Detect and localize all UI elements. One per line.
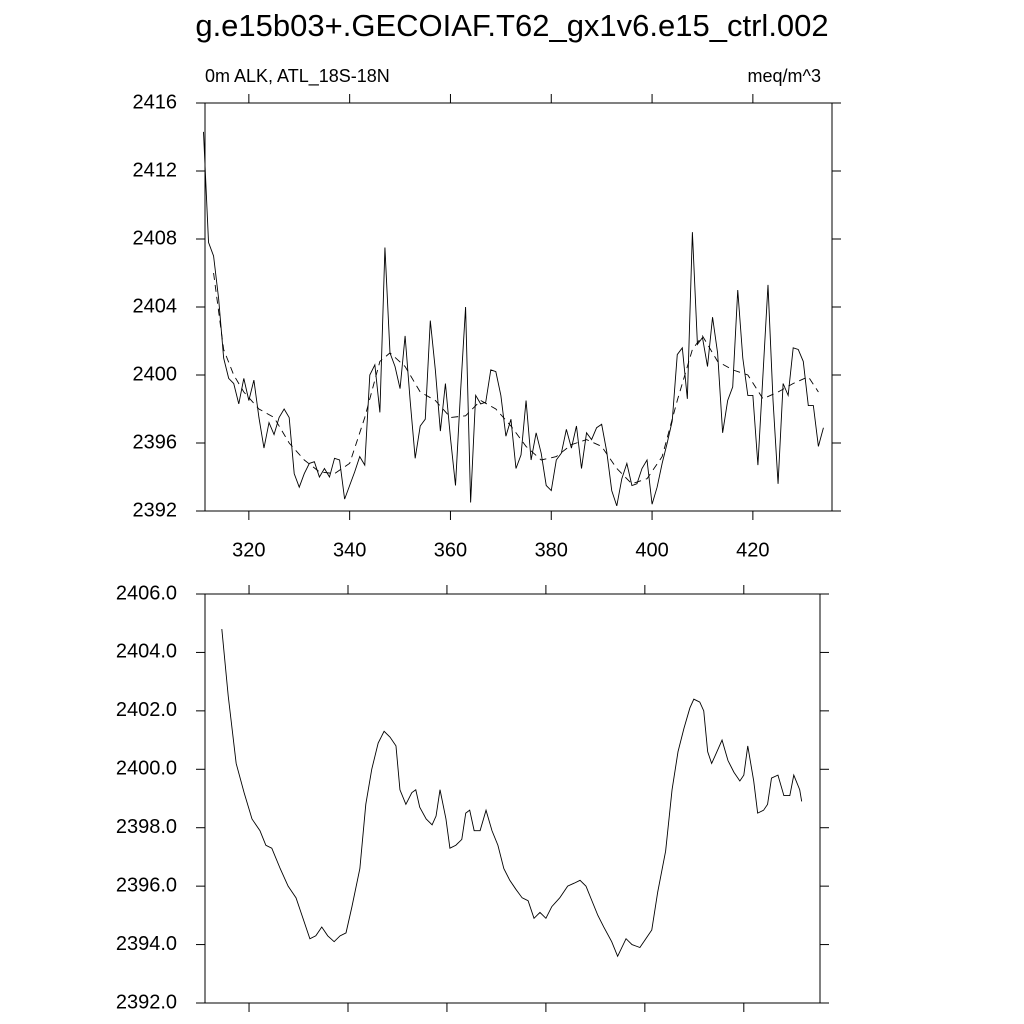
y-tick-label: 2400.0 bbox=[116, 758, 177, 780]
y-tick-label: 2412 bbox=[133, 159, 178, 181]
x-tick-label: 340 bbox=[333, 539, 366, 561]
line bbox=[221, 629, 803, 958]
y-tick-label: 2406.0 bbox=[116, 582, 177, 604]
line bbox=[203, 131, 824, 507]
x-tick-label: 380 bbox=[535, 539, 568, 561]
y-tick-label: 2394.0 bbox=[116, 933, 177, 955]
subtitle: 0m ALK, ATL_18S-18N bbox=[205, 66, 390, 87]
y-tick-label: 2404.0 bbox=[116, 641, 177, 663]
chart-title: g.e15b03+.GECOIAF.T62_gx1v6.e15_ctrl.002 bbox=[195, 8, 828, 43]
x-tick-label: 320 bbox=[232, 539, 265, 561]
y-tick-label: 2402.0 bbox=[116, 699, 177, 721]
x-tick-label: 420 bbox=[736, 539, 769, 561]
x-tick-label: 400 bbox=[635, 539, 668, 561]
y-tick-label: 2392 bbox=[133, 499, 178, 521]
y-tick-label: 2396 bbox=[133, 431, 178, 453]
y-tick-label: 2404 bbox=[133, 295, 178, 317]
plot-frame bbox=[204, 102, 833, 512]
y-tick-label: 2416 bbox=[133, 91, 178, 113]
y-tick-label: 2392.0 bbox=[116, 991, 177, 1013]
y-tick-label: 2400 bbox=[133, 363, 178, 385]
dashed-line bbox=[213, 272, 819, 485]
x-tick-label: 360 bbox=[434, 539, 467, 561]
units-label: meq/m^3 bbox=[748, 66, 821, 86]
plot-frame bbox=[204, 593, 821, 1004]
y-tick-label: 2398.0 bbox=[116, 816, 177, 838]
y-tick-label: 2408 bbox=[133, 227, 178, 249]
y-tick-label: 2396.0 bbox=[116, 874, 177, 896]
